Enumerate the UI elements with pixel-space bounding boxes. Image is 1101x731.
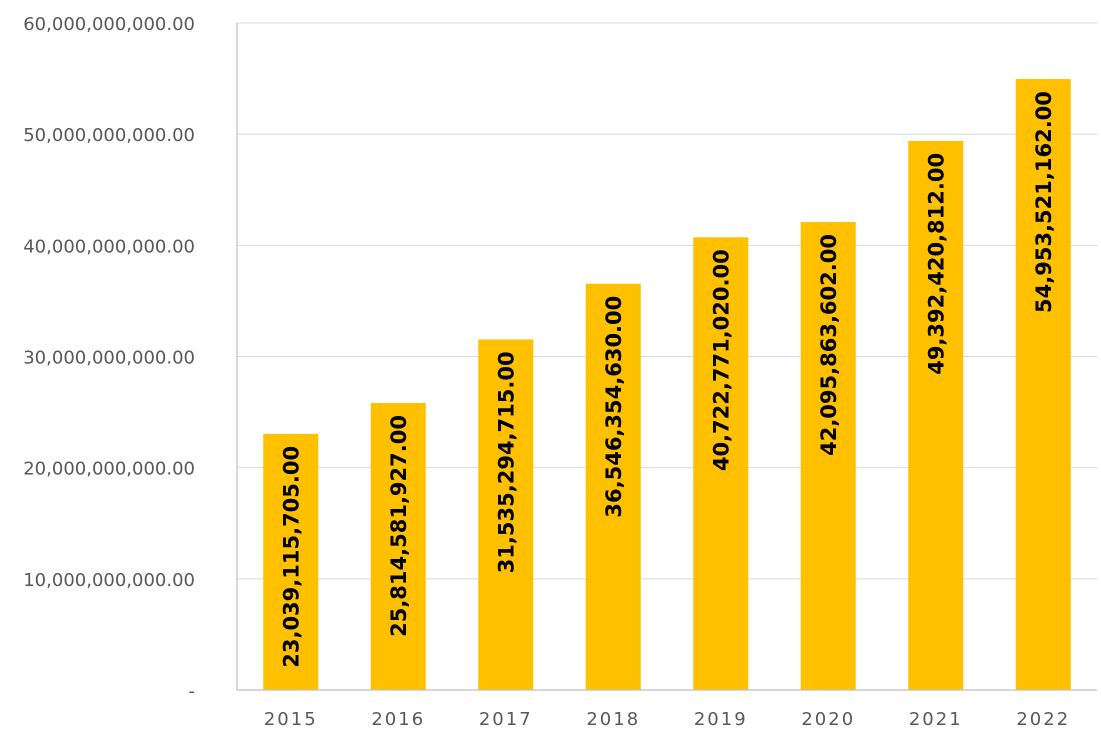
x-tick-labels: 2015 2016 2017 2018 2019 2020 2021 2022 bbox=[264, 709, 1070, 730]
y-tick-label: 30,000,000,000.00 bbox=[23, 348, 195, 369]
bar-2021 bbox=[908, 140, 964, 691]
bars bbox=[263, 79, 1071, 691]
data-labels: 23,039,115,705.00 25,814,581,927.00 31,535… bbox=[280, 91, 1057, 668]
data-label: 54,953,521,162.00 bbox=[1032, 91, 1056, 313]
data-label: 31,535,294,715.00 bbox=[495, 351, 519, 573]
y-tick-label: 40,000,000,000.00 bbox=[23, 236, 195, 257]
data-label: 40,722,771,020.00 bbox=[710, 249, 734, 471]
bar-2020 bbox=[800, 222, 856, 691]
x-tick-label: 2022 bbox=[1016, 709, 1070, 730]
data-label: 25,814,581,927.00 bbox=[387, 415, 411, 637]
x-tick-label: 2015 bbox=[264, 709, 318, 730]
x-tick-label: 2016 bbox=[371, 709, 425, 730]
data-label: 49,392,420,812.00 bbox=[925, 153, 949, 375]
y-tick-label: 50,000,000,000.00 bbox=[23, 125, 195, 146]
data-label: 36,546,354,630.00 bbox=[602, 296, 626, 518]
y-tick-labels: - 10,000,000,000.00 20,000,000,000.00 30,00… bbox=[23, 14, 195, 702]
x-tick-label: 2019 bbox=[694, 709, 748, 730]
x-tick-label: 2021 bbox=[909, 709, 963, 730]
y-tick-label: - bbox=[189, 681, 196, 702]
x-tick-label: 2020 bbox=[801, 709, 855, 730]
bar-2017 bbox=[478, 339, 534, 690]
x-tick-label: 2017 bbox=[479, 709, 533, 730]
y-tick-label: 10,000,000,000.00 bbox=[23, 570, 195, 591]
x-tick-label: 2018 bbox=[586, 709, 640, 730]
data-label: 23,039,115,705.00 bbox=[280, 446, 304, 668]
data-label: 42,095,863,602.00 bbox=[817, 234, 841, 456]
bar-2015 bbox=[263, 433, 319, 690]
bar-2019 bbox=[693, 237, 749, 690]
bar-2022 bbox=[1015, 79, 1071, 690]
y-tick-label: 60,000,000,000.00 bbox=[23, 14, 195, 35]
y-tick-label: 20,000,000,000.00 bbox=[23, 459, 195, 480]
gridlines bbox=[237, 22, 1097, 580]
bar-2018 bbox=[585, 283, 641, 690]
bar-2016 bbox=[370, 403, 426, 690]
